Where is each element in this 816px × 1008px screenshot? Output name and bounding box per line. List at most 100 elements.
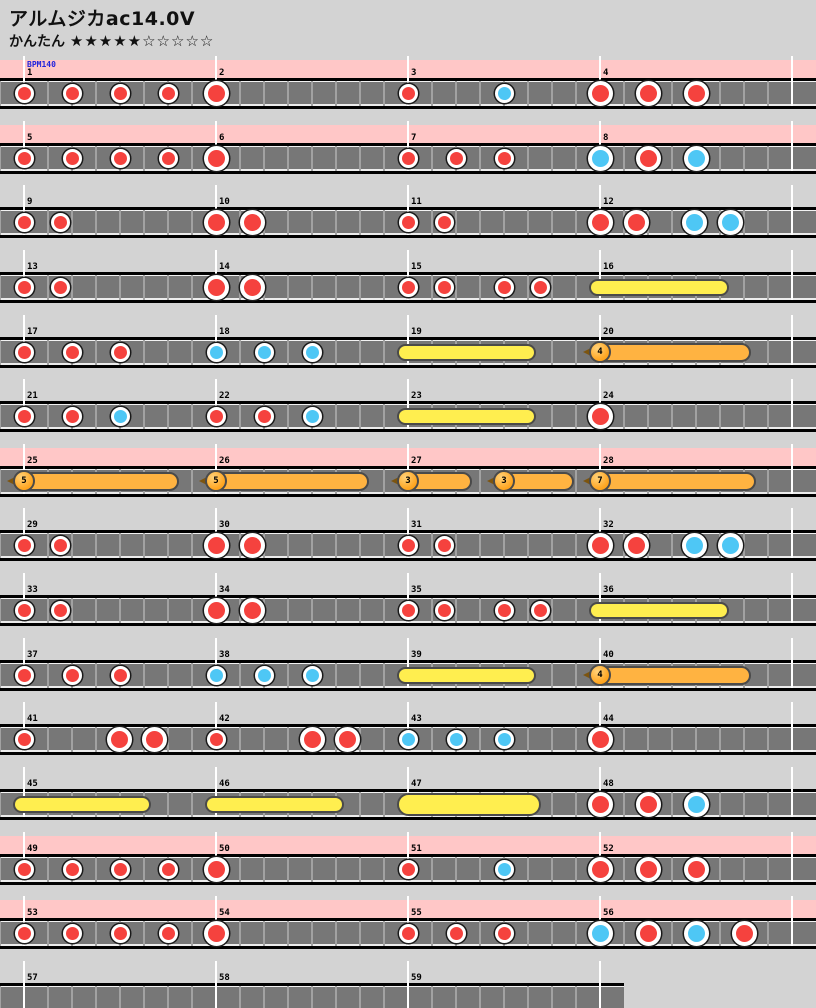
lane-border-bottom xyxy=(0,171,816,174)
beat-gridline xyxy=(71,986,73,1008)
measure-number: 32 xyxy=(603,520,614,530)
note-ka-big xyxy=(717,209,743,235)
beat-gridline xyxy=(431,598,433,623)
beat-gridline xyxy=(479,533,481,558)
balloon-tie-icon xyxy=(391,477,399,485)
measure-number: 23 xyxy=(411,391,422,401)
beat-gridline xyxy=(551,81,553,106)
beat-gridline xyxy=(551,146,553,171)
measure-line xyxy=(407,56,409,106)
beat-gridline xyxy=(47,81,49,106)
chart-row: 17 18 19 20 4 xyxy=(0,315,816,369)
beat-gridline xyxy=(479,727,481,752)
measure-number: 33 xyxy=(27,585,38,595)
note-don-big xyxy=(587,856,613,882)
beat-gridline xyxy=(383,210,385,235)
note-don-big xyxy=(203,274,229,300)
beat-gridline xyxy=(359,792,361,817)
beat-gridline xyxy=(527,727,529,752)
beat-gridline xyxy=(167,404,169,429)
song-title: アルムジカac14.0V xyxy=(9,8,196,30)
beat-gridline xyxy=(455,210,457,235)
measure-number: 56 xyxy=(603,908,614,918)
beat-gridline xyxy=(551,404,553,429)
note-don-big xyxy=(683,856,709,882)
beat-gridline xyxy=(71,533,73,558)
balloon-count: 4 xyxy=(589,341,611,363)
measure-number: 39 xyxy=(411,650,422,660)
beat-gridline xyxy=(335,857,337,882)
measure-number: 41 xyxy=(27,714,38,724)
beat-gridline xyxy=(455,598,457,623)
beat-gridline xyxy=(527,598,529,623)
beat-gridline xyxy=(95,340,97,365)
beat-gridline xyxy=(767,404,769,429)
measure-number: 14 xyxy=(219,262,230,272)
beat-gridline xyxy=(191,792,193,817)
beat-gridline xyxy=(671,533,673,558)
note-don-big xyxy=(587,726,613,752)
beat-gridline xyxy=(719,146,721,171)
balloon-tie-icon xyxy=(7,477,15,485)
measure-number: 57 xyxy=(27,973,38,983)
beat-gridline xyxy=(383,275,385,300)
chart-row: 37 38 39 40 4 xyxy=(0,638,816,692)
beat-gridline xyxy=(743,533,745,558)
beat-gridline xyxy=(311,598,313,623)
note-don xyxy=(62,406,82,426)
measure-number: 6 xyxy=(219,133,225,143)
beat-gridline xyxy=(719,921,721,946)
beat-gridline xyxy=(191,210,193,235)
beat-gridline xyxy=(0,469,1,494)
beat-gridline xyxy=(575,857,577,882)
balloon-bar xyxy=(590,471,756,491)
beat-gridline xyxy=(143,533,145,558)
measure-number: 28 xyxy=(603,456,614,466)
beat-gridline xyxy=(479,146,481,171)
beat-gridline xyxy=(359,146,361,171)
drumroll-note xyxy=(589,278,729,296)
chart-row: 33 34 35 36 xyxy=(0,573,816,627)
beat-gridline xyxy=(551,663,553,688)
balloon-tie-icon xyxy=(583,477,591,485)
measure-line xyxy=(23,56,25,106)
note-don xyxy=(206,406,226,426)
beat-gridline xyxy=(191,275,193,300)
beat-gridline xyxy=(143,921,145,946)
beat-gridline xyxy=(575,792,577,817)
beat-gridline xyxy=(623,857,625,882)
chart-row: 25 26 27 28 5 5 3 3 7 xyxy=(0,444,816,498)
beat-gridline xyxy=(743,275,745,300)
beat-gridline xyxy=(95,146,97,171)
beat-gridline xyxy=(287,340,289,365)
beat-gridline xyxy=(551,210,553,235)
beat-gridline xyxy=(551,792,553,817)
note-don-big xyxy=(239,209,265,235)
note-ka-big xyxy=(683,920,709,946)
beat-gridline xyxy=(143,663,145,688)
note-don-big xyxy=(683,80,709,106)
beat-gridline xyxy=(671,921,673,946)
beat-gridline xyxy=(383,81,385,106)
beat-gridline xyxy=(95,81,97,106)
beat-gridline xyxy=(47,921,49,946)
balloon-bar xyxy=(590,342,751,362)
difficulty-label: かんたん xyxy=(9,34,65,50)
beat-gridline xyxy=(551,727,553,752)
chart-row: 9 10 11 12 xyxy=(0,185,816,239)
measure-line xyxy=(407,508,409,558)
beat-gridline xyxy=(359,340,361,365)
beat-gridline xyxy=(311,986,313,1008)
measure-line xyxy=(791,573,793,623)
beat-gridline xyxy=(359,986,361,1008)
beat-gridline xyxy=(575,921,577,946)
beat-gridline xyxy=(719,792,721,817)
note-don xyxy=(398,148,418,168)
beat-gridline xyxy=(383,921,385,946)
beat-gridline xyxy=(743,857,745,882)
beat-gridline xyxy=(191,81,193,106)
beat-gridline xyxy=(575,210,577,235)
chart-row: 57 58 59 xyxy=(0,961,624,1008)
beat-gridline xyxy=(263,986,265,1008)
beat-gridline xyxy=(287,663,289,688)
